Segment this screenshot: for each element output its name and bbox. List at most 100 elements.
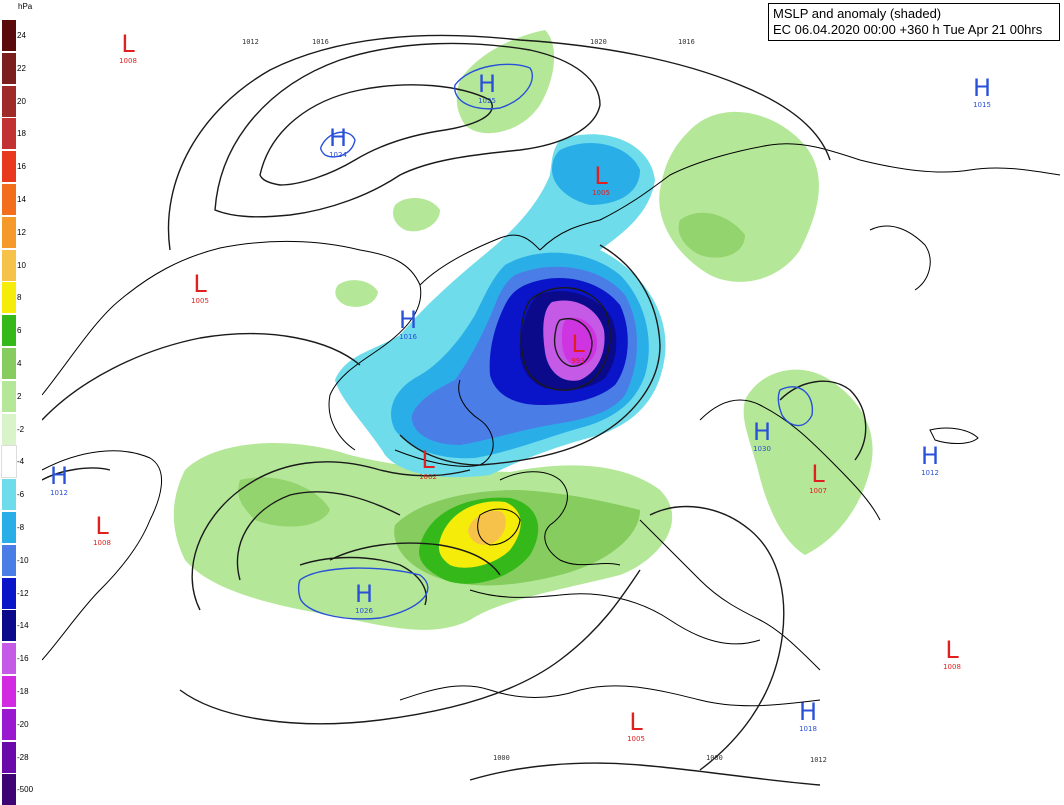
contour-label-1000b: 1000 bbox=[706, 754, 723, 762]
low-letter: L bbox=[121, 30, 135, 58]
legend-tick-label: 24 bbox=[17, 31, 26, 40]
anomaly-negative-pacific bbox=[552, 142, 640, 205]
contour-label-1020: 1020 bbox=[590, 38, 607, 46]
legend-swatch bbox=[2, 282, 16, 314]
center-pressure-value: 1026 bbox=[355, 607, 373, 615]
high-letter: H bbox=[50, 462, 68, 490]
legend-swatch bbox=[2, 413, 16, 445]
center-pressure-value: 1005 bbox=[191, 297, 209, 305]
legend-swatch bbox=[2, 184, 16, 215]
anomaly-negative-shading bbox=[335, 134, 666, 478]
color-legend: hPa 24 22 20 18 16 14 12 10 8 6 4 2 -2 -4 -6 -8 -10 -12 -1… bbox=[0, 0, 42, 805]
legend-swatch bbox=[2, 577, 16, 609]
high-letter: H bbox=[329, 124, 347, 152]
anomaly-positive-siberia-inner bbox=[678, 212, 745, 258]
legend-tick-label: 6 bbox=[17, 326, 22, 336]
center-pressure-value: 1008 bbox=[943, 663, 961, 671]
high-letter: H bbox=[478, 70, 496, 98]
legend-swatch bbox=[1, 445, 17, 479]
center-pressure-value: 1007 bbox=[809, 487, 827, 495]
legend-tick-label: 14 bbox=[17, 195, 26, 204]
high-letter: H bbox=[799, 698, 817, 726]
center-pressure-value: 1005 bbox=[592, 189, 610, 197]
center-pressure-value: 1015 bbox=[973, 101, 991, 109]
legend-swatch bbox=[2, 708, 16, 740]
anomaly-positive-north-pacific bbox=[456, 30, 555, 134]
legend-tick-label: 10 bbox=[17, 260, 26, 270]
legend-swatch bbox=[2, 479, 16, 511]
center-pressure-value: 1018 bbox=[799, 725, 817, 733]
legend-swatch bbox=[2, 380, 16, 412]
legend-swatch bbox=[2, 643, 16, 675]
high-letter: H bbox=[753, 418, 771, 446]
high-letter: H bbox=[921, 442, 939, 470]
legend-swatch bbox=[2, 774, 16, 805]
legend-swatch bbox=[2, 315, 16, 347]
center-pressure-value: 1012 bbox=[921, 469, 939, 477]
low-letter: L bbox=[571, 330, 585, 358]
low-letter: L bbox=[945, 636, 959, 664]
center-pressure-value: 1030 bbox=[753, 445, 771, 453]
center-pressure-value: 1008 bbox=[93, 539, 111, 547]
legend-swatch bbox=[2, 544, 16, 576]
legend-swatch bbox=[2, 741, 16, 773]
legend-swatch bbox=[2, 20, 16, 51]
legend-tick-label: -12 bbox=[17, 588, 29, 598]
coastlines bbox=[41, 143, 1061, 707]
legend-tick-label: 16 bbox=[17, 162, 26, 172]
legend-tick-label: 4 bbox=[17, 359, 22, 368]
center-pressure-value: 1008 bbox=[119, 57, 137, 65]
contour-label-1016: 1016 bbox=[312, 38, 329, 46]
low-letter: L bbox=[421, 446, 435, 474]
legend-swatch bbox=[2, 52, 16, 84]
low-letter: L bbox=[594, 162, 608, 190]
legend-tick-label: -20 bbox=[17, 719, 29, 729]
title-box: MSLP and anomaly (shaded) EC 06.04.2020 … bbox=[768, 3, 1060, 41]
legend-tick-label: 18 bbox=[17, 129, 26, 139]
anomaly-positive-siberia bbox=[659, 111, 819, 282]
high-letter: H bbox=[355, 580, 373, 608]
legend-swatch bbox=[2, 85, 16, 117]
legend-swatch bbox=[2, 118, 16, 150]
contour-label-1012: 1012 bbox=[242, 38, 259, 46]
legend-tick-label: -18 bbox=[17, 687, 29, 696]
legend-swatch bbox=[2, 676, 16, 707]
center-pressure-value: 1012 bbox=[50, 489, 68, 497]
low-letter: L bbox=[193, 270, 207, 298]
high-letter: H bbox=[973, 74, 991, 102]
legend-tick-label: -28 bbox=[17, 752, 29, 762]
anomaly-orange-core bbox=[468, 510, 506, 545]
legend-tick-label: 20 bbox=[17, 96, 26, 106]
legend-swatch bbox=[2, 348, 16, 379]
high-contours bbox=[297, 63, 814, 620]
center-pressure-value: 1024 bbox=[329, 151, 347, 159]
legend-tick-label: -6 bbox=[17, 490, 25, 500]
legend-tick-label: -500 bbox=[17, 785, 34, 795]
legend-swatch bbox=[2, 151, 16, 183]
legend-tick-label: -8 bbox=[17, 523, 25, 532]
contour-label-1016b: 1016 bbox=[678, 38, 695, 46]
legend-tick-label: 22 bbox=[17, 63, 26, 73]
map-run-info: EC 06.04.2020 00:00 +360 h Tue Apr 21 00… bbox=[773, 22, 1043, 37]
legend-swatch bbox=[2, 512, 16, 543]
legend-swatch bbox=[2, 249, 16, 281]
legend-swatch bbox=[2, 610, 16, 642]
map-title: MSLP and anomaly (shaded) bbox=[773, 6, 942, 21]
